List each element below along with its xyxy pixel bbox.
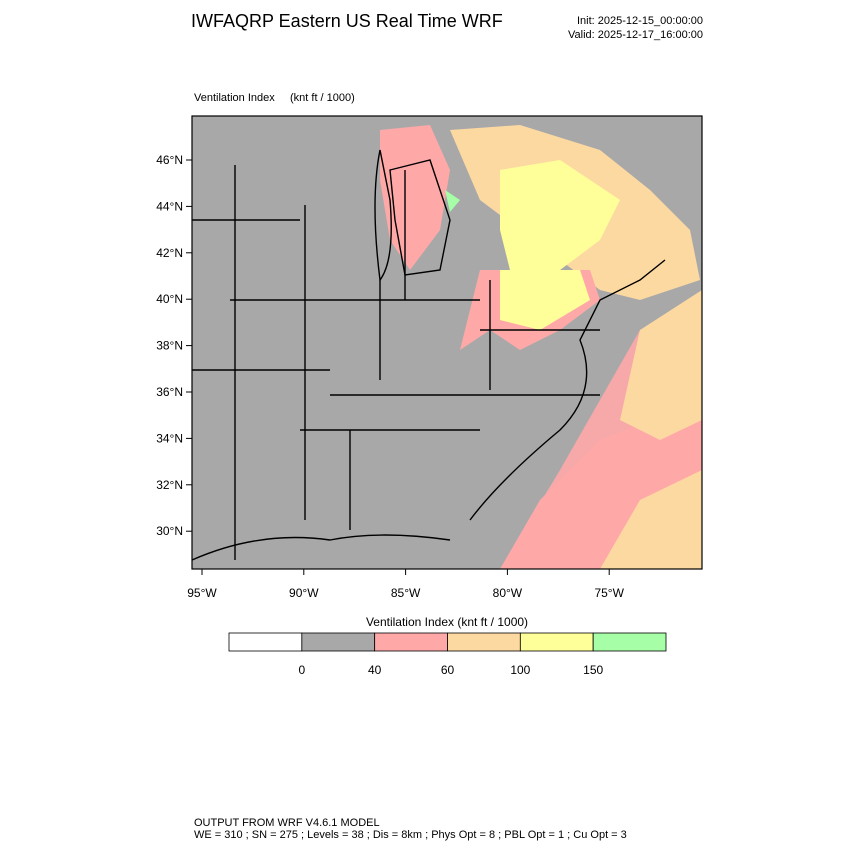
colorbar-title: Ventilation Index (knt ft / 1000)	[366, 615, 528, 629]
lat-label: 38°N	[156, 339, 183, 353]
footer-line: OUTPUT FROM WRF V4.6.1 MODEL	[194, 817, 380, 829]
lat-label: 36°N	[156, 385, 183, 399]
lat-label: 44°N	[156, 199, 183, 213]
colorbar-box	[301, 632, 376, 652]
lon-label: 85°W	[391, 586, 421, 600]
boundaries	[192, 149, 666, 561]
lat-label: 32°N	[156, 478, 183, 492]
lon-label: 95°W	[187, 586, 217, 600]
colorbar-box	[374, 632, 448, 652]
lat-label: 42°N	[156, 246, 183, 260]
shade-region	[500, 160, 620, 270]
title: IWFAQRP Eastern US Real Time WRF	[191, 11, 503, 31]
colorbar-box	[228, 632, 303, 652]
lon-labels: 95°W 90°W 85°W 80°W 75°W	[187, 569, 625, 600]
lat-labels: 46°N 44°N 42°N 40°N 38°N 36°N 34°N 32°N 30°N	[156, 153, 192, 538]
lon-label: 75°W	[594, 586, 624, 600]
field-name: Ventilation Index	[194, 92, 275, 104]
colorbar-box	[592, 632, 667, 652]
lat-label: 30°N	[156, 524, 183, 538]
colorbar-box	[447, 632, 521, 652]
footer-line: WE = 310 ; SN = 275 ; Levels = 38 ; Dis …	[194, 829, 627, 841]
colorbar-tick-label: 0	[298, 663, 305, 677]
lon-label: 90°W	[289, 586, 319, 600]
colorbar-tick-label: 60	[441, 663, 455, 677]
lon-label: 80°W	[493, 586, 523, 600]
valid-time: Valid: 2025-12-17_16:00:00	[568, 29, 703, 41]
lat-label: 40°N	[156, 292, 183, 306]
colorbar-tick-label: 100	[510, 663, 530, 677]
init-time: Init: 2025-12-15_00:00:00	[577, 15, 703, 27]
colorbar: 0 40 60 100 150	[228, 632, 667, 677]
shade-region	[620, 290, 702, 440]
map: 46°N 44°N 42°N 40°N 38°N 36°N 34°N 32°N 30°N 95°…	[156, 115, 703, 600]
shade-region	[600, 470, 702, 569]
colorbar-tick-label: 150	[583, 663, 603, 677]
field-units: (knt ft / 1000)	[290, 92, 355, 104]
shade-region	[445, 190, 460, 212]
colorbar-tick-label: 40	[368, 663, 382, 677]
colorbar-box	[519, 632, 594, 652]
map-frame	[191, 115, 703, 570]
shade-region	[500, 270, 590, 330]
lat-label: 34°N	[156, 431, 183, 445]
lat-label: 46°N	[156, 153, 183, 167]
